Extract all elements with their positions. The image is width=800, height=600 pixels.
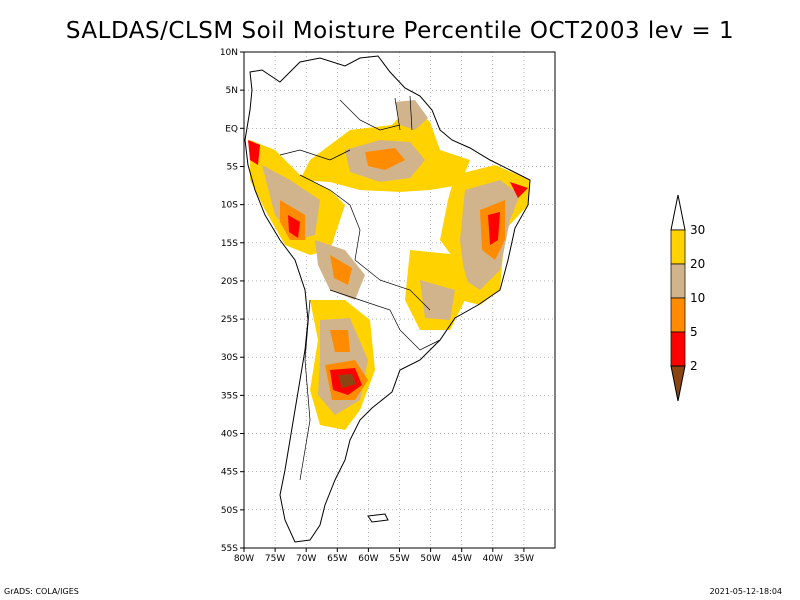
lon-tick-label: 80W bbox=[234, 554, 254, 564]
lat-tick-label: 50S bbox=[221, 506, 238, 516]
footer-credit: GrADS: COLA/IGES bbox=[4, 587, 79, 596]
country-borders bbox=[279, 95, 441, 481]
lon-tick-label: 40W bbox=[483, 554, 503, 564]
lat-tick-label: 40S bbox=[221, 430, 238, 440]
falklands-outline bbox=[367, 513, 389, 523]
shade-ne-tip-red bbox=[510, 182, 528, 198]
lon-tick-label: 60W bbox=[358, 554, 378, 564]
lon-tick-label: 35W bbox=[514, 554, 534, 564]
lon-tick-label: 55W bbox=[389, 554, 409, 564]
colorbar-segment bbox=[670, 263, 686, 299]
shade-argentina-brown bbox=[338, 374, 356, 388]
colorbar-label: 2 bbox=[690, 359, 698, 373]
lon-tick-label: 75W bbox=[265, 554, 285, 564]
lat-tick-label: 10N bbox=[220, 48, 238, 58]
shade-ne-brazil-red bbox=[488, 212, 500, 245]
colorbar-label: 30 bbox=[690, 223, 705, 237]
colorbar-segment bbox=[670, 297, 686, 333]
shade-amazon-orange bbox=[365, 148, 405, 170]
lat-tick-label: 15S bbox=[221, 239, 238, 249]
shade-guiana bbox=[395, 100, 428, 130]
map-title: SALDAS/CLSM Soil Moisture Percentile OCT… bbox=[65, 18, 735, 44]
colorbar-label: 5 bbox=[690, 325, 698, 339]
shade-peru-tan bbox=[262, 165, 320, 240]
lon-tick-label: 50W bbox=[420, 554, 440, 564]
lat-tick-label: 20S bbox=[221, 277, 238, 287]
shade-ecuador-red bbox=[248, 140, 260, 165]
south-america-outline bbox=[244, 55, 531, 543]
lat-tick-label: 30S bbox=[221, 353, 238, 363]
footer-timestamp: 2021-05-12-18:04 bbox=[709, 587, 782, 596]
colorbar-label: 20 bbox=[690, 257, 705, 271]
colorbar-segment bbox=[670, 331, 686, 367]
shade-bolivia-orange bbox=[330, 255, 352, 285]
shade-chaco-orange bbox=[330, 330, 350, 352]
shade-peru-red bbox=[288, 215, 300, 238]
percentile-shading bbox=[248, 100, 530, 430]
colorbar-top-triangle bbox=[670, 194, 686, 231]
shade-central-tan bbox=[420, 280, 455, 320]
colorbar-bottom-triangle bbox=[670, 365, 686, 402]
colorbar: 30 20 10 5 2 bbox=[670, 194, 705, 402]
lon-tick-label: 70W bbox=[296, 554, 316, 564]
colorbar-label: 10 bbox=[690, 291, 705, 305]
colorbar-segment bbox=[670, 229, 686, 265]
lat-tick-label: 25S bbox=[221, 315, 238, 325]
lat-tick-label: 45S bbox=[221, 468, 238, 478]
lat-tick-label: 10S bbox=[221, 201, 238, 211]
lat-tick-label: 5N bbox=[226, 86, 238, 96]
lon-tick-label: 45W bbox=[452, 554, 472, 564]
lat-tick-label: 35S bbox=[221, 391, 238, 401]
coastlines bbox=[244, 55, 531, 543]
lat-tick-label: 5S bbox=[227, 162, 239, 172]
map-axes: 10N 5N EQ 5S 10S 15S 20S 25S 30S 35S 40S 45S 50S 55S8… bbox=[220, 48, 556, 564]
lat-tick-label: 55S bbox=[221, 544, 238, 554]
lon-tick-label: 65W bbox=[327, 554, 347, 564]
lat-tick-label: EQ bbox=[225, 124, 238, 134]
